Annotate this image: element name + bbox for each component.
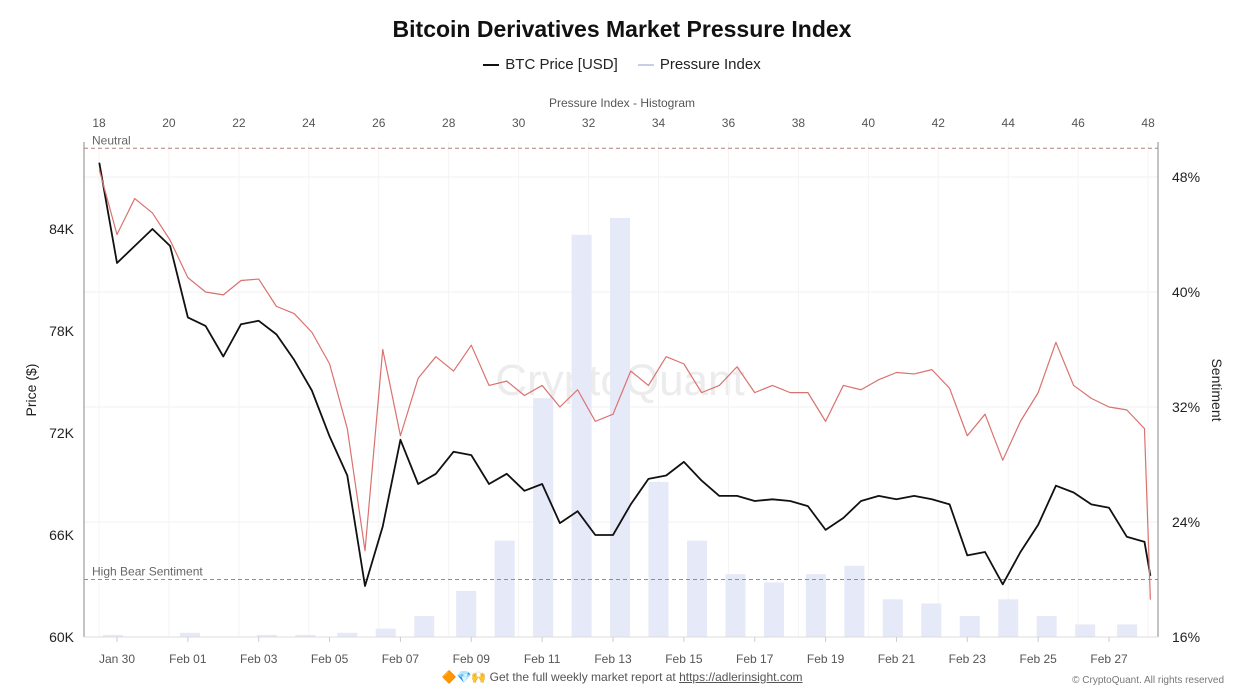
y-left-tick-label: 84K [49,221,75,237]
legend-item-price[interactable]: BTC Price [USD] [483,56,618,73]
histogram-bar [882,599,903,637]
x-tick-label: Feb 21 [878,652,916,666]
histogram-bar [533,398,554,637]
histogram-bar [959,616,980,637]
histogram-bar [921,603,942,637]
x-top-tick-label: 46 [1071,116,1085,130]
histogram-bar [337,632,358,637]
legend-item-pressure[interactable]: Pressure Index [637,56,761,73]
histogram-bar [998,599,1019,637]
x-tick-label: Feb 13 [594,652,632,666]
pressure-index-line [98,169,1151,600]
y-left-axis-label: Price ($) [23,364,39,417]
legend-label-pressure: Pressure Index [659,56,761,73]
y-left-tick-label: 72K [49,425,75,441]
x-top-tick-label: 30 [512,116,526,130]
x-tick-label: Feb 23 [949,652,987,666]
histogram-bar [1117,624,1138,637]
x-top-tick-label: 20 [162,116,176,130]
x-top-tick-label: 36 [722,116,736,130]
price-line [98,162,1152,587]
x-top-tick-label: 44 [1002,116,1016,130]
x-tick-label: Feb 11 [524,652,561,666]
histogram-bar [256,634,277,637]
chart-title: Bitcoin Derivatives Market Pressure Inde… [392,16,852,42]
histogram-bar [1036,616,1057,637]
histogram-bar [725,574,746,637]
copyright: © CryptoQuant. All rights reserved [1072,675,1224,686]
histogram-bar [610,218,631,637]
legend: BTC Price [USD] Pressure Index [0,56,1244,73]
histogram-bar [375,628,396,637]
x-tick-label: Feb 17 [736,652,774,666]
y-right-tick-label: 40% [1172,284,1200,300]
x-top-tick-label: 48 [1141,116,1155,130]
histogram-bar [456,590,477,637]
x-tick-label: Feb 03 [240,652,278,666]
y-right-axis-label: Sentiment [1209,358,1225,421]
y-left-tick-label: 60K [49,629,75,645]
histogram-bar [179,632,200,637]
x-top-tick-label: 38 [792,116,806,130]
histogram-bar [648,481,669,637]
x-tick-label: Feb 01 [169,652,207,666]
legend-swatch-pressure [637,63,654,66]
footer-emojis: 🔶💎🙌 [441,670,487,684]
x-top-tick-label: 24 [302,116,316,130]
x-tick-label: Jan 30 [99,652,135,666]
histogram-bar [102,634,123,637]
reference-label: High Bear Sentiment [92,565,203,579]
legend-label-price: BTC Price [USD] [505,56,618,73]
histogram-bar [414,616,435,637]
footer-text: Get the full weekly market report at [489,670,680,684]
y-left-tick-label: 66K [49,527,75,543]
x-top-tick-label: 22 [232,116,246,130]
x-top-tick-label: 26 [372,116,386,130]
report-link[interactable]: https://adlerinsight.com [679,670,803,684]
x-tick-label: Feb 25 [1020,652,1058,666]
histogram-bar [686,540,707,637]
x-top-tick-label: 32 [582,116,596,130]
histogram-bar [805,574,826,637]
x-top-tick-label: 34 [652,116,666,130]
y-right-tick-label: 48% [1172,169,1200,185]
x-top-tick-label: 42 [932,116,946,130]
x-tick-label: Feb 27 [1090,652,1128,666]
x-top-tick-label: 40 [862,116,876,130]
x-tick-label: Feb 09 [453,652,491,666]
histogram-bar [295,634,316,637]
x-tick-label: Feb 19 [807,652,845,666]
y-left-tick-label: 78K [49,323,75,339]
y-right-tick-label: 32% [1172,399,1200,415]
histogram-bar [571,234,592,637]
reference-label: Neutral [92,133,131,147]
histogram-bar [763,582,784,637]
x-tick-label: Feb 07 [382,652,420,666]
x-top-axis-label: Pressure Index - Histogram [549,96,695,110]
legend-swatch-price [483,63,500,66]
histogram-bar [494,540,515,637]
footer: 🔶💎🙌 Get the full weekly market report at… [0,670,1244,684]
x-tick-label: Feb 15 [665,652,703,666]
y-right-tick-label: 24% [1172,514,1200,530]
x-top-tick-label: 28 [442,116,456,130]
histogram-bar [1075,624,1096,637]
x-top-tick-label: 18 [92,116,106,130]
y-right-tick-label: 16% [1172,629,1200,645]
x-tick-label: Feb 05 [311,652,349,666]
histogram-bar [844,565,865,637]
